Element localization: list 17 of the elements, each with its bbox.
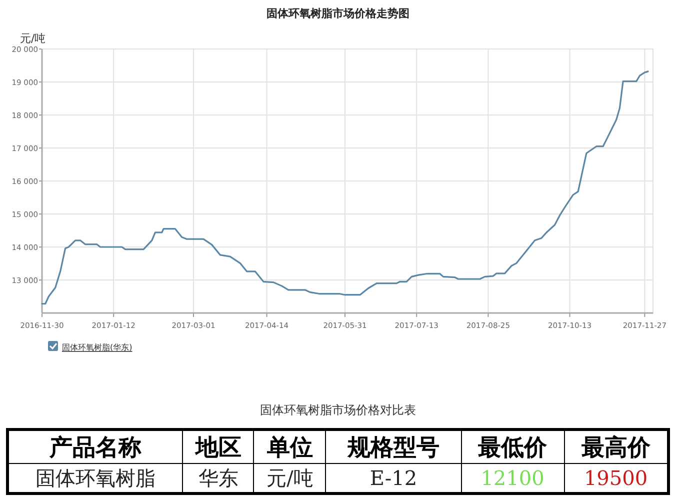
legend-label: 固体环氧树脂(华东) [62, 343, 132, 352]
category-label: 最高价 [564, 430, 668, 464]
y-axis-title: 元/吨 [20, 32, 46, 45]
category-label: 产品名称 [8, 430, 183, 464]
text: 固体环氧树脂市场价格对比表 [259, 402, 417, 419]
category-label: 最低价 [461, 430, 564, 464]
category-label: 地区 [182, 430, 254, 464]
text: 元/吨 [254, 464, 326, 494]
text: 固体环氧树脂 [8, 464, 183, 494]
category-label: 单位 [254, 430, 326, 464]
text: E-12 [326, 464, 462, 494]
category-label: 规格型号 [326, 430, 462, 464]
text: 12100 [461, 464, 564, 494]
chart-title: 固体环氧树脂市场价格走势图 [266, 7, 410, 20]
text: 华东 [182, 464, 254, 494]
text: 19500 [564, 464, 668, 494]
line-series [41, 70, 649, 305]
